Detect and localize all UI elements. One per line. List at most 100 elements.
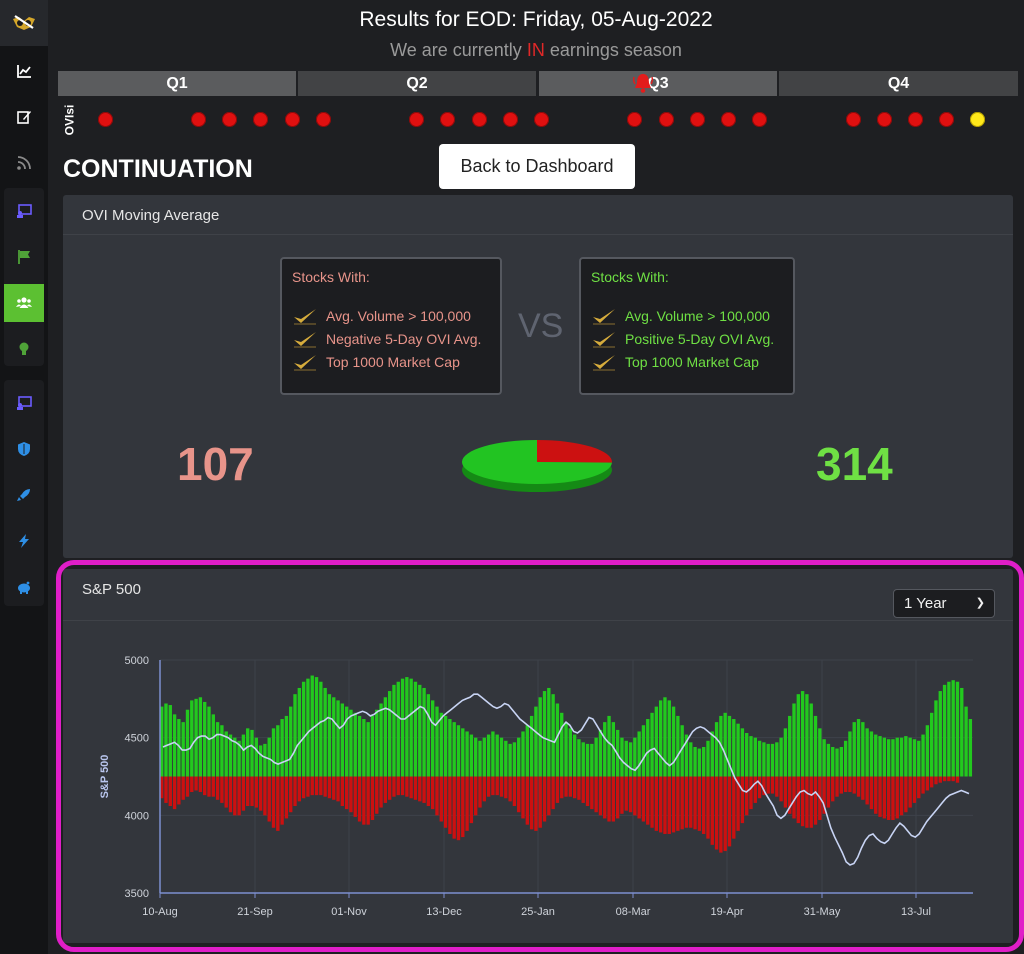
logo[interactable]	[0, 0, 48, 46]
tab-q2[interactable]: Q2	[298, 71, 536, 96]
positive-bar	[942, 684, 947, 777]
sidebar-item-chalkboard-user[interactable]	[4, 192, 44, 230]
negative-bar	[654, 776, 659, 831]
sidebar-item-shield[interactable]	[4, 430, 44, 468]
positive-bar	[727, 715, 732, 777]
negative-bar	[822, 776, 826, 814]
negative-bar	[831, 776, 835, 802]
positive-criteria-box: Stocks With: Avg. Volume > 100,000 Posit…	[579, 257, 795, 395]
negative-bar	[181, 776, 185, 800]
negative-bar	[775, 776, 779, 797]
sidebar-item-lightbulb[interactable]	[4, 330, 44, 368]
tab-q1[interactable]: Q1	[58, 71, 296, 96]
negative-bar	[646, 776, 650, 825]
positive-bar	[929, 712, 934, 777]
range-select[interactable]: 1 Year ❯	[893, 589, 995, 618]
negative-bar	[603, 776, 607, 819]
negative-bar	[413, 776, 418, 800]
sidebar-item-rocket[interactable]	[4, 476, 44, 514]
positive-bar	[207, 706, 211, 777]
negative-bar	[289, 776, 293, 813]
positive-bar	[964, 706, 968, 777]
negative-bar	[517, 776, 521, 813]
y-axis-label: S&P 500	[99, 755, 111, 799]
negative-bar	[779, 776, 783, 802]
positive-bar	[529, 715, 534, 777]
negative-bar	[938, 776, 942, 783]
positive-bar	[250, 729, 254, 777]
negative-bar	[895, 776, 899, 819]
positive-bar	[349, 709, 353, 777]
negative-bar	[349, 776, 353, 813]
sidebar-item-bolt[interactable]	[4, 522, 44, 560]
lightbulb-icon	[19, 342, 29, 355]
positive-bar	[443, 715, 448, 777]
x-tick-label: 21-Sep	[237, 906, 272, 918]
negative-bar	[788, 776, 792, 814]
positive-bar	[788, 715, 792, 777]
negative-bar	[641, 776, 646, 822]
positive-bar	[525, 725, 529, 777]
positive-bar	[246, 728, 250, 777]
negative-bar	[736, 776, 740, 831]
positive-bar	[439, 712, 443, 777]
sidebar-item-chart-line[interactable]	[4, 52, 44, 90]
sidebar-item-piggy-bank[interactable]	[4, 568, 44, 606]
criteria-heading: Stocks With:	[292, 269, 370, 285]
positive-bar	[572, 734, 577, 777]
sidebar-item-users[interactable]	[4, 284, 44, 322]
positive-bar	[908, 737, 912, 777]
sidebar-item-rss[interactable]	[4, 144, 44, 182]
positive-bar	[852, 722, 856, 777]
positive-bar	[796, 694, 800, 777]
sidebar-item-chalkboard-user[interactable]	[4, 384, 44, 422]
negative-bar	[671, 776, 676, 833]
negative-bar	[241, 776, 246, 811]
positive-bar	[770, 743, 775, 777]
positive-bar	[164, 703, 168, 777]
negative-bar	[861, 776, 865, 800]
negative-bar	[852, 776, 856, 794]
sidebar-item-flag[interactable]	[4, 238, 44, 276]
earnings-season-status: We are currently IN earnings season	[390, 40, 682, 60]
positive-bar	[848, 731, 852, 777]
positive-bar	[422, 687, 426, 777]
positive-bar	[517, 737, 521, 777]
ovisi-status-dot	[316, 112, 331, 127]
sidebar-item-edit[interactable]	[4, 98, 44, 136]
positive-bar	[405, 677, 409, 777]
negative-bar	[418, 776, 422, 802]
tab-q4[interactable]: Q4	[779, 71, 1018, 96]
back-to-dashboard-button[interactable]: Back to Dashboard	[439, 144, 635, 189]
positive-bar	[749, 736, 753, 777]
pie-slice-positive	[462, 440, 612, 484]
negative-bar	[762, 776, 766, 796]
negative-bar	[869, 776, 874, 810]
negative-bar	[190, 776, 194, 793]
negative-bar	[525, 776, 529, 825]
negative-bar	[955, 776, 960, 783]
negative-bar	[585, 776, 590, 807]
x-tick-label: 08-Mar	[616, 906, 651, 918]
positive-bar	[590, 743, 594, 777]
positive-bar	[693, 746, 697, 777]
negative-bar	[667, 776, 671, 834]
negative-bar	[495, 776, 499, 796]
edit-icon	[17, 111, 31, 124]
positive-bar	[835, 748, 839, 777]
positive-bar	[904, 736, 908, 777]
negative-bar	[491, 776, 495, 796]
positive-bar	[435, 706, 439, 777]
positive-bar	[607, 715, 611, 777]
positive-bar	[899, 737, 904, 777]
positive-bar	[228, 734, 233, 777]
positive-bar	[469, 734, 474, 777]
negative-bar	[168, 776, 172, 807]
tab-q3[interactable]: Q3	[539, 71, 777, 96]
sp500-panel: S&P 500 1 Year ❯ 5000 4500 4000 3500 10-Aug 21…	[63, 569, 1013, 943]
negative-bar	[740, 776, 745, 824]
check-icon	[593, 309, 615, 325]
positive-bar	[650, 712, 654, 777]
x-tick-label: 10-Aug	[142, 906, 177, 918]
positive-bar	[757, 740, 762, 777]
